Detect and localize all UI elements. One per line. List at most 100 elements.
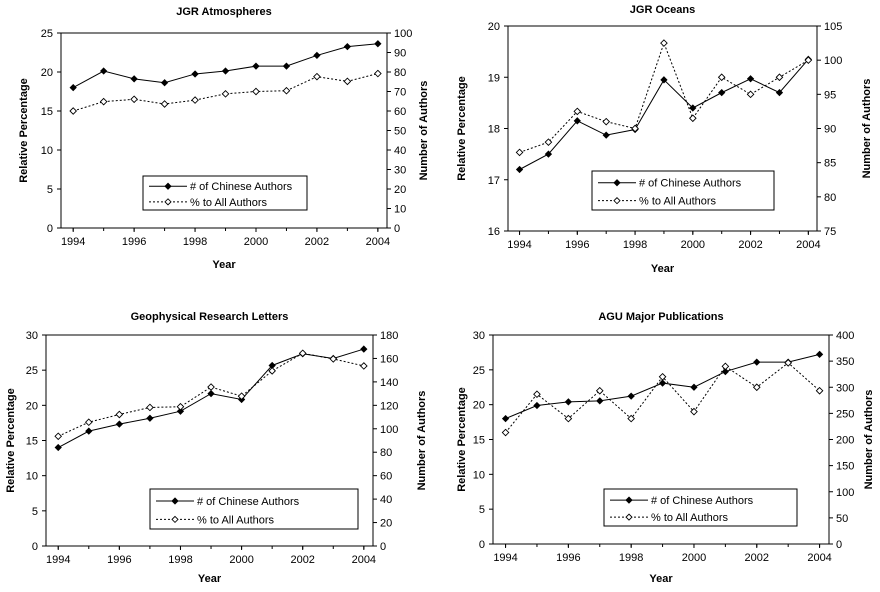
data-point xyxy=(221,90,230,98)
legend-label: # of Chinese Authors xyxy=(639,178,742,190)
data-point xyxy=(237,392,246,401)
y2-tick-label: 140 xyxy=(380,377,398,389)
y-tick-label: 18 xyxy=(488,124,500,136)
x-tick-label: 1998 xyxy=(619,552,643,564)
data-point xyxy=(146,414,154,422)
legend-marker xyxy=(625,513,633,521)
data-point xyxy=(627,414,636,423)
chart-title: Geophysical Research Letters xyxy=(131,311,289,323)
y2-tick-label: 80 xyxy=(394,67,406,79)
y-tick-label: 20 xyxy=(488,21,500,33)
x-tick-label: 1994 xyxy=(46,554,70,566)
legend-label: % to All Authors xyxy=(190,197,268,209)
y2-tick-label: 0 xyxy=(394,223,400,235)
y2-tick-label: 50 xyxy=(836,513,848,525)
y-tick-label: 25 xyxy=(473,365,485,377)
y-tick-label: 20 xyxy=(41,67,53,79)
y2-tick-label: 0 xyxy=(836,539,842,551)
data-point xyxy=(596,397,604,405)
y-tick-label: 10 xyxy=(26,471,38,483)
series-line xyxy=(519,58,809,170)
y-tick-label: 5 xyxy=(479,504,485,516)
x-tick-label: 2004 xyxy=(796,239,820,251)
data-point xyxy=(564,398,573,406)
y2-tick-label: 80 xyxy=(824,192,836,204)
y-axis-label: Relative Percentage xyxy=(456,387,468,492)
data-point xyxy=(221,67,230,75)
series-line xyxy=(58,352,364,437)
y-tick-label: 15 xyxy=(26,436,38,448)
data-point xyxy=(753,358,761,366)
y2-tick-label: 350 xyxy=(836,356,854,368)
y2-tick-label: 30 xyxy=(394,165,406,177)
x-tick-label: 1996 xyxy=(122,236,146,248)
data-point xyxy=(99,97,108,106)
data-point xyxy=(627,392,635,400)
data-point xyxy=(688,114,697,123)
data-point xyxy=(658,379,667,387)
data-point xyxy=(573,107,582,116)
y2-tick-label: 100 xyxy=(380,424,398,436)
data-point xyxy=(191,96,199,104)
x-tick-label: 2000 xyxy=(229,554,253,566)
data-point xyxy=(146,403,154,412)
chart-title: JGR Atmospheres xyxy=(176,6,272,18)
y2-tick-label: 80 xyxy=(380,447,392,459)
legend-box xyxy=(591,170,775,211)
legend-marker xyxy=(613,197,621,205)
data-point xyxy=(329,355,338,363)
y2-tick-label: 50 xyxy=(394,126,406,138)
y2-tick-label: 90 xyxy=(824,124,836,136)
data-point xyxy=(85,427,93,435)
data-point xyxy=(54,443,62,452)
data-point xyxy=(717,73,726,82)
data-point xyxy=(501,428,510,437)
y-tick-label: 0 xyxy=(32,541,38,553)
x-tick-label: 2002 xyxy=(745,552,769,564)
data-point xyxy=(775,73,784,82)
y2-tick-label: 70 xyxy=(394,87,406,99)
legend: # of Chinese Authors % to All Authors xyxy=(603,488,798,527)
y2-tick-label: 75 xyxy=(824,226,836,238)
y2-axis-label: Number of Authors xyxy=(418,81,430,181)
legend-box xyxy=(603,488,798,527)
y-tick-label: 30 xyxy=(473,330,485,342)
chart-title: AGU Major Publications xyxy=(598,311,723,323)
y-tick-label: 20 xyxy=(473,400,485,412)
y2-axis-label: Number of Authors xyxy=(416,391,428,491)
y-tick-label: 30 xyxy=(26,330,38,342)
y2-tick-label: 20 xyxy=(394,184,406,196)
y2-tick-label: 100 xyxy=(836,487,854,499)
y-tick-label: 20 xyxy=(26,400,38,412)
data-point xyxy=(360,345,368,353)
data-point xyxy=(721,362,730,371)
data-point xyxy=(501,414,510,423)
data-point xyxy=(100,67,108,75)
data-point xyxy=(84,418,93,427)
series-line xyxy=(72,43,378,89)
series-line xyxy=(57,348,364,448)
data-point xyxy=(815,386,824,395)
y-axis-label: Relative Percentage xyxy=(5,388,17,493)
chart-title: JGR Oceans xyxy=(630,4,695,16)
legend-label: % to All Authors xyxy=(197,514,275,526)
x-tick-label: 1994 xyxy=(61,236,85,248)
data-point xyxy=(690,407,698,416)
y2-tick-label: 160 xyxy=(380,353,398,365)
y-tick-label: 10 xyxy=(473,469,485,481)
y-tick-label: 10 xyxy=(41,145,53,157)
data-point xyxy=(160,100,169,108)
legend: # of Chinese Authors % to All Authors xyxy=(142,175,308,211)
x-tick-label: 2000 xyxy=(682,552,706,564)
chart-panel: JGR Oceans 1994 1996 1998 2000 2002 2004 16 17 18… xyxy=(456,4,873,275)
data-point xyxy=(115,410,124,419)
y2-tick-label: 150 xyxy=(836,461,854,473)
x-tick-label: 1996 xyxy=(565,239,589,251)
legend-label: # of Chinese Authors xyxy=(197,496,300,508)
y-tick-label: 5 xyxy=(32,506,38,518)
data-point xyxy=(313,72,321,81)
